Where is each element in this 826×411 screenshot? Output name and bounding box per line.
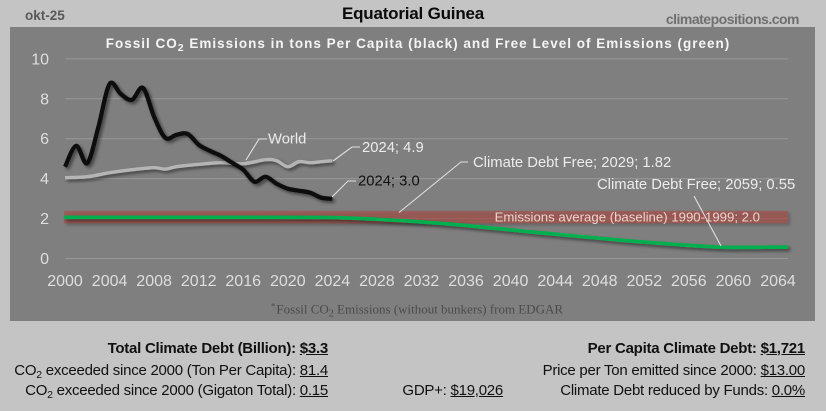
svg-text:2024; 4.9: 2024; 4.9 xyxy=(362,140,424,156)
svg-text:2036: 2036 xyxy=(448,273,484,290)
svg-text:8: 8 xyxy=(40,91,49,108)
svg-text:2048: 2048 xyxy=(582,273,618,290)
svg-text:2: 2 xyxy=(40,211,49,228)
svg-text:2064: 2064 xyxy=(760,273,796,290)
svg-text:World: World xyxy=(268,132,306,148)
svg-text:2024; 3.0: 2024; 3.0 xyxy=(358,174,420,190)
svg-text:2060: 2060 xyxy=(716,273,752,290)
svg-text:2056: 2056 xyxy=(671,273,707,290)
svg-text:6: 6 xyxy=(40,131,49,148)
svg-text:Climate Debt Free; 2029; 1.82: Climate Debt Free; 2029; 1.82 xyxy=(473,155,671,171)
svg-text:2028: 2028 xyxy=(359,273,395,290)
svg-text:0: 0 xyxy=(40,251,49,268)
svg-text:10: 10 xyxy=(31,51,49,68)
svg-text:Fossil CO2 Emissions in tons P: Fossil CO2 Emissions in tons Per Capita … xyxy=(106,36,731,54)
svg-text:Climate Debt Free; 2059; 0.55: Climate Debt Free; 2059; 0.55 xyxy=(597,177,795,193)
svg-text:2040: 2040 xyxy=(493,273,529,290)
svg-text:2000: 2000 xyxy=(47,273,83,290)
svg-text:2012: 2012 xyxy=(181,273,217,290)
svg-text:2024: 2024 xyxy=(315,273,351,290)
svg-text:2008: 2008 xyxy=(136,273,172,290)
svg-text:2016: 2016 xyxy=(225,273,261,290)
svg-text:2020: 2020 xyxy=(270,273,306,290)
svg-text:2052: 2052 xyxy=(627,273,663,290)
svg-text:2004: 2004 xyxy=(92,273,128,290)
svg-text:2032: 2032 xyxy=(404,273,440,290)
svg-text:2044: 2044 xyxy=(537,273,573,290)
svg-text:*Fossil CO2 Emissions (without: *Fossil CO2 Emissions (without bunkers) … xyxy=(271,302,564,320)
svg-text:4: 4 xyxy=(40,171,49,188)
svg-text:Emissions average (baseline) 1: Emissions average (baseline) 1990-1999; … xyxy=(495,209,760,224)
